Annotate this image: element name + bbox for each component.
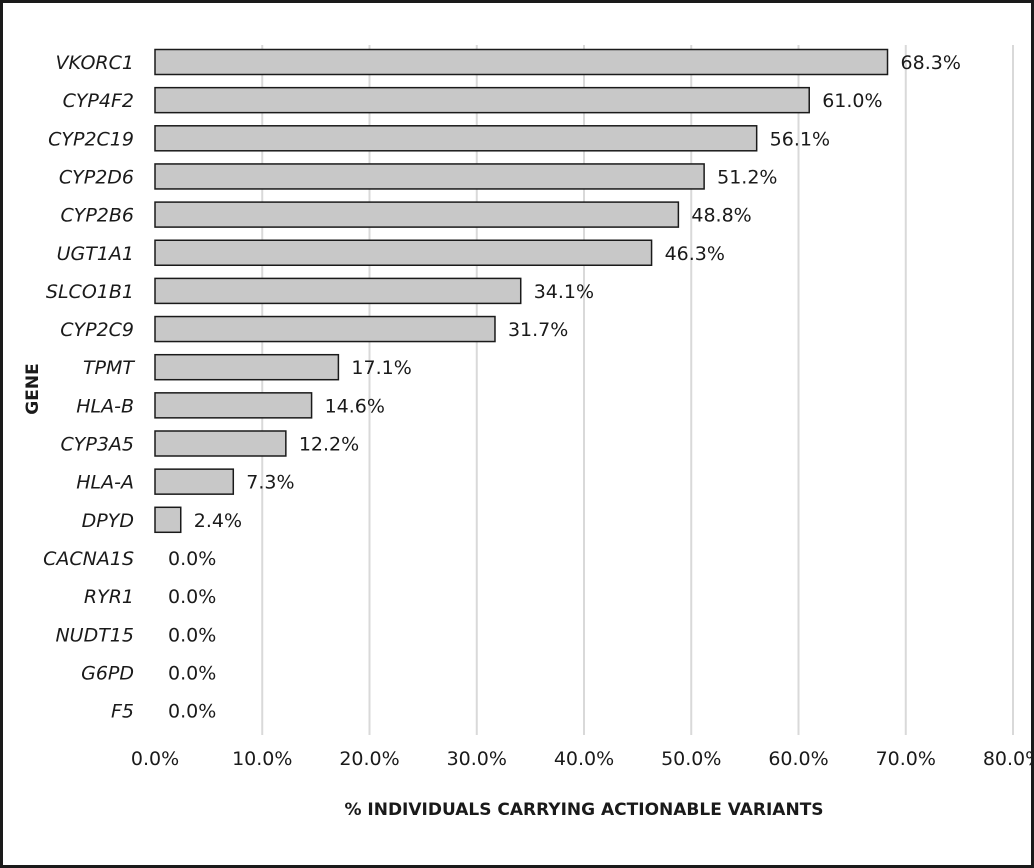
- bar: [154, 430, 287, 457]
- data-label: 12.2%: [299, 434, 359, 456]
- data-label: 46.3%: [665, 243, 725, 265]
- category-label: CYP2C19: [48, 128, 134, 150]
- data-label: 14.6%: [325, 395, 385, 417]
- gridlines: [261, 45, 1014, 735]
- category-label: RYR1: [84, 586, 134, 608]
- data-label: 17.1%: [351, 357, 411, 379]
- category-label: DPYD: [82, 510, 134, 532]
- x-tick-label: 50.0%: [661, 748, 721, 770]
- bar: [154, 353, 340, 381]
- category-label: UGT1A1: [57, 243, 134, 265]
- data-label: 0.0%: [168, 548, 216, 570]
- category-label: CYP3A5: [60, 434, 134, 456]
- data-label: 0.0%: [168, 624, 216, 646]
- category-label: CYP2B6: [60, 205, 134, 227]
- data-label: 0.0%: [168, 662, 216, 684]
- category-label: NUDT15: [55, 624, 134, 646]
- x-tick-label: 30.0%: [447, 748, 507, 770]
- data-label: 51.2%: [717, 166, 777, 188]
- bar: [154, 125, 758, 152]
- y-axis-title: GENE: [23, 363, 43, 414]
- bar: [154, 86, 810, 114]
- data-label: 68.3%: [901, 52, 961, 74]
- data-labels: 68.3% 61.0% 56.1% 51.2% 48.8% 46.3% 34.1% 31.7%…: [168, 52, 961, 723]
- data-label: 0.0%: [168, 586, 216, 608]
- category-labels: VKORC1 CYP4F2 CYP2C19 CYP2D6 CYP2B6 UGT1A1 SLC…: [43, 52, 135, 723]
- x-tick-label: 40.0%: [554, 748, 614, 770]
- bars: [154, 48, 889, 534]
- x-tick-label: 20.0%: [339, 748, 399, 770]
- x-axis-title: % INDIVIDUALS CARRYING ACTIONABLE VARIAN…: [344, 800, 823, 820]
- bar: [154, 48, 889, 76]
- bar: [154, 506, 182, 534]
- category-label: CYP2C9: [60, 319, 134, 341]
- category-label: SLCO1B1: [46, 281, 134, 303]
- data-label: 0.0%: [168, 701, 216, 723]
- x-tick-label: 80.0%: [983, 748, 1031, 770]
- bar: [154, 392, 313, 419]
- data-label: 34.1%: [534, 281, 594, 303]
- x-tick-label: 60.0%: [768, 748, 828, 770]
- x-tick-label: 0.0%: [131, 748, 179, 770]
- data-label: 56.1%: [770, 128, 830, 150]
- bar-chart: VKORC1 CYP4F2 CYP2C19 CYP2D6 CYP2B6 UGT1A1 SLC…: [23, 45, 1031, 820]
- bar: [154, 163, 705, 190]
- data-label: 61.0%: [822, 90, 882, 112]
- category-label: HLA-B: [76, 395, 134, 417]
- x-tick-labels: 0.0% 10.0% 20.0% 30.0% 40.0% 50.0% 60.0% 70.0% 8…: [131, 748, 1031, 770]
- x-tick-label: 70.0%: [876, 748, 936, 770]
- bar: [154, 468, 235, 495]
- data-label: 7.3%: [246, 472, 294, 494]
- data-label: 48.8%: [691, 205, 751, 227]
- data-label: 31.7%: [508, 319, 568, 341]
- category-label: G6PD: [81, 662, 134, 684]
- category-label: F5: [111, 701, 134, 723]
- bar: [154, 277, 522, 305]
- bar: [154, 315, 496, 343]
- bar: [154, 239, 653, 266]
- category-label: TPMT: [83, 357, 135, 379]
- x-tick-label: 10.0%: [232, 748, 292, 770]
- data-label: 2.4%: [194, 510, 242, 532]
- category-label: CYP4F2: [63, 90, 134, 112]
- category-label: CACNA1S: [43, 548, 134, 570]
- category-label: VKORC1: [56, 52, 134, 74]
- bar: [154, 201, 680, 228]
- category-label: CYP2D6: [59, 166, 134, 188]
- category-label: HLA-A: [76, 472, 134, 494]
